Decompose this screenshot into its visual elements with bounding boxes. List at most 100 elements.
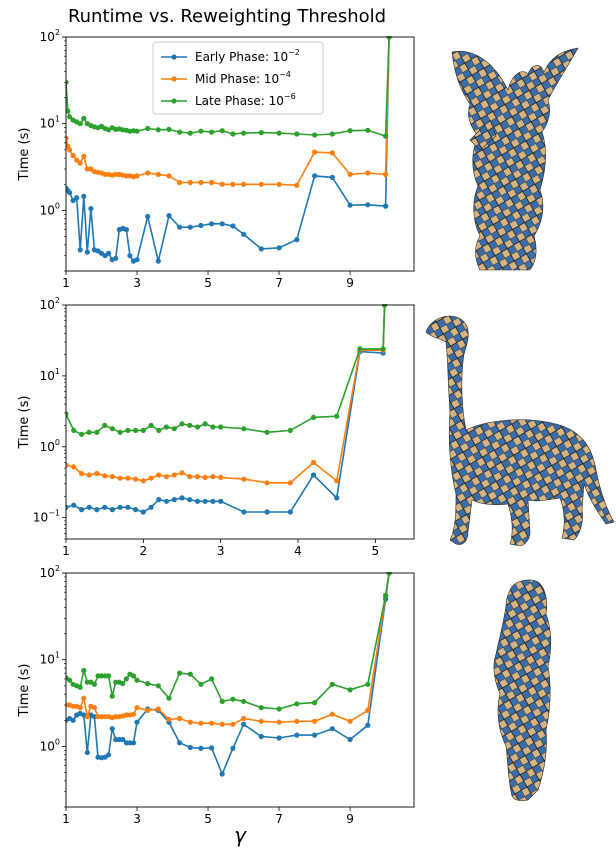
data-point-mid xyxy=(156,472,162,478)
data-point-early xyxy=(127,740,133,746)
data-point-mid xyxy=(78,470,85,477)
data-point-mid xyxy=(98,714,105,720)
y-tick-label: 101 xyxy=(40,367,60,383)
data-point-mid xyxy=(166,173,172,179)
y-tick-label: 102 xyxy=(40,28,60,44)
plot-frame xyxy=(65,36,415,272)
data-point-mid xyxy=(241,476,247,482)
data-point-mid xyxy=(219,721,225,727)
data-point-early xyxy=(140,509,146,515)
data-point-early xyxy=(133,507,139,513)
data-point-late xyxy=(130,673,137,679)
data-point-late xyxy=(77,121,83,127)
data-point-late xyxy=(98,673,105,679)
legend-marker-late xyxy=(171,98,177,104)
data-point-late xyxy=(294,131,300,137)
data-point-early xyxy=(109,726,115,732)
data-point-late xyxy=(133,427,139,433)
data-point-late xyxy=(84,679,90,685)
data-point-early xyxy=(334,495,340,501)
data-point-late xyxy=(218,424,224,430)
data-point-early xyxy=(84,749,90,756)
x-tick-label: 3 xyxy=(217,544,225,558)
data-point-mid xyxy=(312,718,318,724)
data-point-late xyxy=(145,681,151,687)
data-point-mid xyxy=(70,703,76,709)
data-point-mid xyxy=(383,171,389,177)
data-point-late xyxy=(120,681,126,687)
x-tick-label: 9 xyxy=(346,812,354,826)
data-point-late xyxy=(347,687,353,693)
data-point-early xyxy=(102,504,108,510)
data-point-mid xyxy=(347,718,353,724)
series-line-early xyxy=(66,572,390,777)
data-point-early xyxy=(258,733,264,740)
series-line-late xyxy=(66,572,390,710)
data-point-early xyxy=(241,509,247,515)
data-point-late xyxy=(123,676,129,682)
data-point-mid xyxy=(365,707,371,714)
y-tick-label: 101 xyxy=(40,115,60,131)
data-point-late xyxy=(219,698,225,705)
data-point-late xyxy=(209,676,215,682)
data-point-late xyxy=(78,431,85,437)
data-point-mid xyxy=(258,181,264,187)
data-point-mid xyxy=(334,478,340,484)
data-point-early xyxy=(177,740,183,746)
plot-frame xyxy=(65,572,415,808)
data-point-early xyxy=(113,255,119,261)
data-point-mid xyxy=(66,135,69,141)
data-point-mid xyxy=(310,459,317,466)
data-point-late xyxy=(117,429,123,435)
data-point-mid xyxy=(230,721,236,727)
data-point-late xyxy=(177,670,183,676)
chart-panel-2: 1 2 3 4 5 10−1 100 101 102 Time (s) xyxy=(17,296,415,558)
legend-marker-early xyxy=(171,54,177,60)
data-point-mid xyxy=(86,472,92,478)
data-point-early xyxy=(70,717,76,723)
data-point-mid xyxy=(209,179,215,186)
data-point-mid xyxy=(117,475,123,481)
data-point-late xyxy=(81,115,87,121)
data-point-early xyxy=(156,497,162,503)
data-point-mid xyxy=(194,474,201,480)
legend-marker-mid xyxy=(171,76,177,82)
x-tick-label: 7 xyxy=(275,276,283,290)
data-point-late xyxy=(102,422,108,428)
x-tick-label: 1 xyxy=(62,812,70,826)
data-point-early xyxy=(134,257,140,263)
y-axis-label: Time (s) xyxy=(17,664,32,718)
data-point-mid xyxy=(163,474,170,480)
y-axis-label: Time (s) xyxy=(17,128,32,182)
data-point-early xyxy=(241,231,247,237)
data-point-early xyxy=(163,498,170,504)
legend-label-late: Late Phase: 10−6 xyxy=(195,92,296,108)
legend-frame xyxy=(152,41,324,115)
data-point-early xyxy=(187,497,193,503)
data-point-early xyxy=(276,245,282,251)
x-tick-label: 9 xyxy=(346,276,354,290)
data-point-mid xyxy=(71,464,77,470)
chart-panel-1: 1 3 5 7 9 100 101 102 Time (s) xyxy=(17,28,415,290)
data-point-early xyxy=(179,495,185,501)
data-point-early xyxy=(91,714,97,720)
data-point-late xyxy=(109,426,115,432)
data-point-late xyxy=(312,700,318,706)
data-point-early xyxy=(241,721,247,727)
data-point-late xyxy=(264,429,270,435)
data-point-early xyxy=(194,498,201,504)
data-point-mid xyxy=(264,480,270,486)
data-point-early xyxy=(125,504,131,510)
data-point-late xyxy=(258,705,264,711)
x-tick-label: 5 xyxy=(372,544,380,558)
data-point-late xyxy=(163,424,170,430)
data-point-early xyxy=(109,507,115,513)
data-point-late xyxy=(334,413,340,419)
x-axis-label: γ xyxy=(234,823,247,847)
data-point-late xyxy=(294,701,300,707)
data-point-early xyxy=(117,504,123,510)
data-point-late xyxy=(66,411,69,417)
data-point-mid xyxy=(347,171,353,177)
data-point-mid xyxy=(294,718,300,724)
data-point-early xyxy=(294,237,300,243)
